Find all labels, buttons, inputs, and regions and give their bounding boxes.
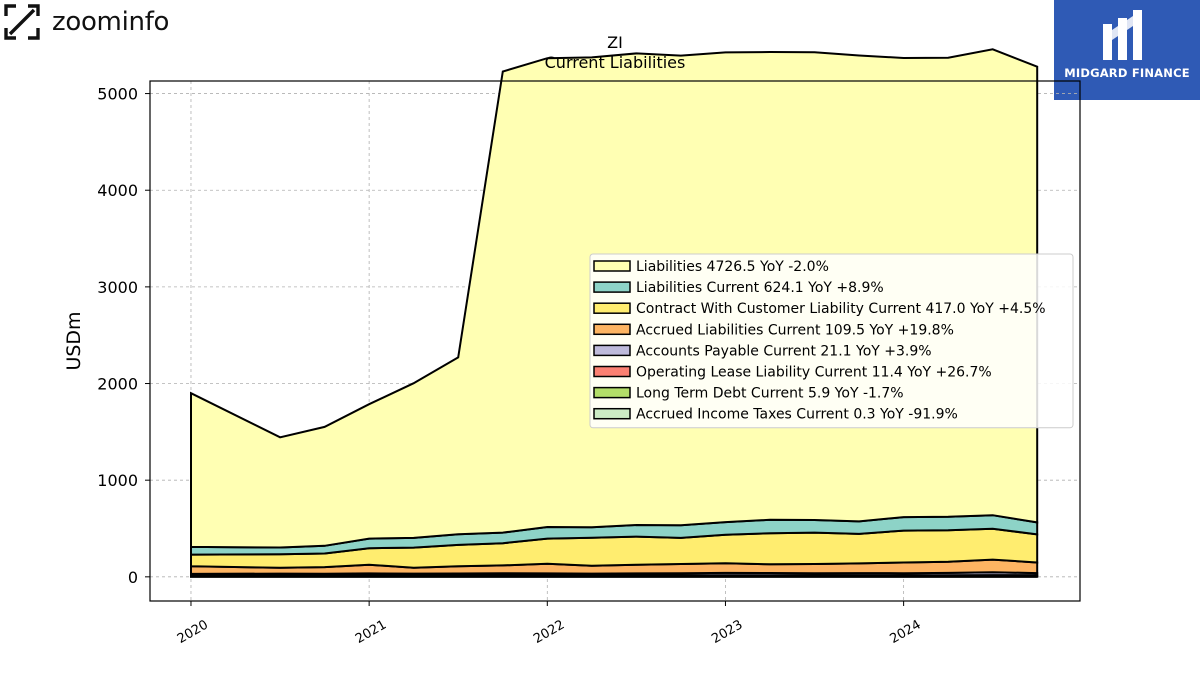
- zoominfo-logo-text: zoominfo: [52, 7, 170, 37]
- legend-box: [589, 253, 1074, 429]
- x-tick-label: 2023: [709, 617, 745, 647]
- legend: Liabilities 4726.5 YoY -2.0% Liabilities …: [589, 253, 1074, 429]
- legend-swatch: [593, 344, 631, 357]
- plot-frame: [149, 80, 1081, 602]
- legend-swatch: [593, 365, 631, 378]
- y-tick-label: 0: [128, 568, 138, 587]
- y-tick-label: 1000: [97, 471, 138, 490]
- x-tick-label: 2021: [353, 617, 389, 647]
- legend-entry: Accrued Liabilities Current 109.5 YoY +1…: [636, 322, 954, 338]
- legend-entry: Liabilities 4726.5 YoY -2.0%: [636, 259, 829, 275]
- chart-subtitle: Current Liabilities: [545, 53, 686, 72]
- y-tick-label: 4000: [97, 181, 138, 200]
- y-axis-ticks: 0 1000 2000 3000 4000 5000: [97, 85, 150, 587]
- zoominfo-logo: zoominfo: [4, 4, 169, 40]
- legend-swatch: [593, 323, 631, 336]
- y-tick-label: 2000: [97, 375, 138, 394]
- midgard-mark-icon: [1103, 10, 1142, 60]
- legend-swatch: [593, 260, 631, 272]
- legend-entry: Contract With Customer Liability Current…: [636, 301, 1046, 317]
- legend-swatch: [593, 386, 631, 399]
- legend-entry: Accounts Payable Current 21.1 YoY +3.9%: [636, 343, 932, 359]
- legend-swatch: [593, 302, 631, 314]
- y-tick-label: 3000: [97, 278, 138, 297]
- legend-entry: Liabilities Current 624.1 YoY +8.9%: [636, 280, 884, 296]
- legend-entry: Operating Lease Liability Current 11.4 Y…: [636, 365, 992, 381]
- legend-swatch: [593, 407, 631, 420]
- x-tick-label: 2022: [531, 617, 567, 647]
- x-axis-ticks: 2020 2021 2022 2023 2024: [175, 601, 924, 647]
- midgard-finance-logo: MIDGARD FINANCE: [1054, 0, 1200, 100]
- legend-swatch: [593, 281, 631, 293]
- zoominfo-mark-icon: [4, 4, 40, 40]
- x-tick-label: 2024: [887, 617, 923, 647]
- chart-title: ZI: [607, 33, 623, 52]
- legend-entry: Long Term Debt Current 5.9 YoY -1.7%: [636, 386, 904, 402]
- legend-entry: Accrued Income Taxes Current 0.3 YoY -91…: [636, 407, 958, 423]
- y-tick-label: 5000: [97, 85, 138, 104]
- y-axis-label: USDm: [63, 311, 85, 370]
- x-tick-label: 2020: [175, 617, 211, 647]
- midgard-logo-text: MIDGARD FINANCE: [1064, 66, 1190, 80]
